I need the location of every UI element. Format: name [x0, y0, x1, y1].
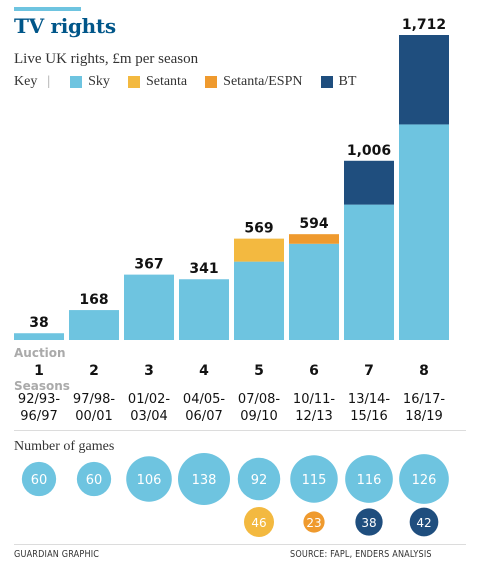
season-label: 12/13: [295, 409, 332, 424]
games-value-sky: 138: [192, 473, 217, 488]
season-label: 01/02-: [128, 392, 170, 407]
games-circle-other: [409, 507, 439, 537]
seasons-label: Seasons: [14, 379, 70, 393]
bar-setanta-5: [234, 238, 284, 262]
games-circle-sky: [399, 454, 449, 504]
legend-key-label: Key: [14, 74, 38, 89]
games-circle-other: [355, 508, 383, 536]
season-label: 96/97: [20, 409, 57, 424]
bar-total-label: 168: [79, 292, 108, 308]
bar-total-label: 569: [244, 221, 273, 237]
games-circle-sky: [126, 456, 172, 502]
games-value-sky: 106: [137, 473, 162, 488]
games-circle-sky: [21, 461, 57, 497]
bar-sky-3: [124, 274, 174, 340]
legend-separator: |: [47, 74, 51, 89]
legend: Key | Sky Setanta Setanta/ESPN BT: [14, 74, 364, 90]
games-value-sky: 60: [86, 473, 103, 488]
auction-number: 8: [419, 363, 429, 379]
games-circle-sky: [237, 457, 281, 501]
games-circle-sky: [76, 461, 112, 497]
season-label: 15/16: [350, 409, 387, 424]
chart-subtitle: Live UK rights, £m per season: [14, 51, 199, 67]
games-circle-other: [243, 506, 275, 538]
chart-title: TV rights: [14, 14, 116, 38]
bar-sky-5: [234, 261, 284, 340]
games-divider: [14, 430, 466, 431]
bar-total-label: 341: [189, 261, 218, 277]
games-value-other: 46: [251, 516, 266, 530]
auction-number: 2: [89, 363, 99, 379]
footer-credit: GUARDIAN GRAPHIC: [14, 549, 100, 560]
season-label: 10/11-: [293, 392, 335, 407]
bar-sky-7: [344, 204, 394, 340]
footer-divider: [14, 544, 466, 545]
auction-number: 4: [199, 363, 209, 379]
bar-setanta-espn-6: [289, 234, 339, 244]
games-value-other: 42: [416, 516, 431, 530]
auction-label: Auction: [14, 346, 66, 360]
bar-bt-7: [344, 160, 394, 205]
legend-label-setanta-espn: Setanta/ESPN: [223, 74, 303, 89]
games-circle-sky: [345, 455, 393, 503]
games-value-sky: 115: [302, 473, 327, 488]
bar-total-label: 1,006: [347, 143, 391, 159]
bar-total-label: 367: [134, 257, 163, 273]
games-value-sky: 92: [251, 473, 268, 488]
bar-sky-6: [289, 243, 339, 340]
auction-number: 5: [254, 363, 264, 379]
auction-number: 1: [34, 363, 44, 379]
games-value-sky: 116: [357, 473, 382, 488]
season-label: 04/05-: [183, 392, 225, 407]
legend-swatch-setanta: [127, 76, 140, 88]
legend-swatch-sky: [70, 76, 83, 88]
bar-total-label: 594: [299, 216, 328, 232]
games-value-sky: 60: [31, 473, 48, 488]
games-circle-other: [303, 511, 325, 533]
bar-total-label: 1,712: [402, 17, 446, 33]
season-label: 97/98-: [73, 392, 115, 407]
legend-swatch-setanta-espn: [205, 76, 218, 88]
season-label: 18/19: [405, 409, 442, 424]
legend-label-sky: Sky: [88, 74, 110, 89]
bar-sky-2: [69, 310, 119, 340]
games-value-other: 23: [306, 516, 321, 530]
legend-label-setanta: Setanta: [145, 74, 188, 89]
legend-swatch-bt: [320, 76, 333, 88]
bar-sky-1: [14, 333, 64, 340]
games-circle-sky: [290, 455, 338, 503]
bar-bt-8: [399, 35, 449, 125]
season-label: 06/07: [185, 409, 222, 424]
games-circle-sky: [178, 453, 230, 505]
title-accent-bar: [14, 7, 81, 11]
games-value-sky: 126: [412, 473, 437, 488]
auction-number: 6: [309, 363, 319, 379]
season-label: 00/01: [75, 409, 112, 424]
auction-number: 7: [364, 363, 374, 379]
bar-sky-4: [179, 279, 229, 340]
footer-source: SOURCE: FAPL, ENDERS ANALYSIS: [290, 549, 432, 560]
auction-number: 3: [144, 363, 154, 379]
season-label: 07/08-: [238, 392, 280, 407]
bar-total-label: 38: [29, 315, 48, 331]
bar-sky-8: [399, 124, 449, 340]
season-label: 09/10: [240, 409, 277, 424]
season-label: 92/93-: [18, 392, 60, 407]
games-value-other: 38: [361, 516, 376, 530]
season-label: 13/14-: [348, 392, 390, 407]
games-label: Number of games: [14, 439, 114, 454]
legend-label-bt: BT: [338, 74, 357, 89]
season-label: 16/17-: [403, 392, 445, 407]
season-label: 03/04: [130, 409, 167, 424]
